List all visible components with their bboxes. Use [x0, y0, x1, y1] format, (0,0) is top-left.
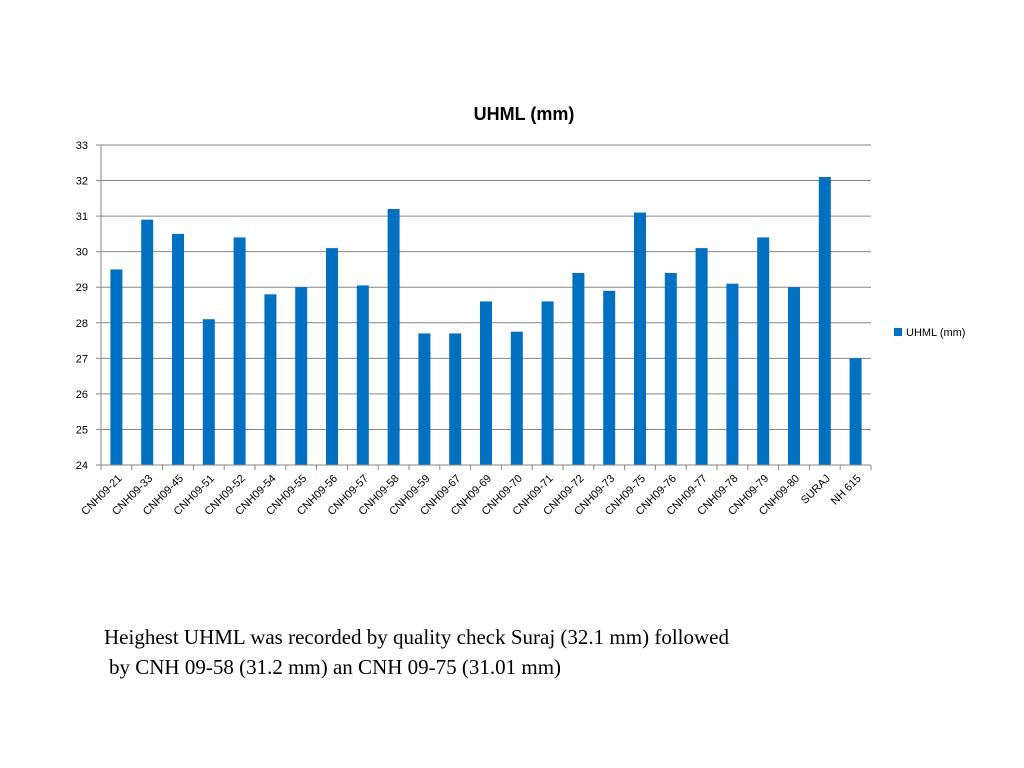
bar: [233, 237, 246, 465]
bar: [510, 331, 523, 465]
y-tick-label: 33: [76, 140, 88, 152]
legend-label: UHML (mm): [906, 327, 965, 339]
caption: Heighest UHML was recorded by quality ch…: [104, 622, 904, 682]
caption-line-1: Heighest UHML was recorded by quality ch…: [104, 625, 729, 649]
bar: [572, 273, 585, 465]
bar: [449, 333, 462, 465]
bar: [141, 219, 154, 465]
y-tick-label: 32: [76, 176, 88, 188]
y-tick-label: 29: [76, 282, 88, 294]
x-axis-ticks: CNH09-21CNH09-33CNH09-45CNH09-51CNH09-52…: [79, 465, 872, 518]
bar: [202, 319, 215, 465]
bar: [418, 333, 431, 465]
bar: [603, 290, 616, 465]
bar: [664, 273, 677, 465]
bar: [172, 233, 184, 465]
bar: [726, 283, 739, 465]
legend: UHML (mm): [894, 327, 965, 339]
bar: [695, 248, 708, 465]
bar: [387, 209, 400, 465]
bar: [356, 285, 369, 465]
axes: [100, 145, 871, 466]
bar: [326, 248, 338, 465]
bar: [295, 287, 308, 465]
y-tick-label: 25: [76, 424, 88, 436]
y-axis-ticks: 24 25 26 27 28 29 30 31 32 33: [76, 140, 101, 472]
bar: [849, 358, 862, 465]
chart-title: UHML (mm): [474, 104, 575, 124]
uhml-bar-chart: UHML (mm) 24 25 26 27 28 29 30 31 32 33 CNH09-21C…: [76, 104, 966, 518]
y-tick-label: 24: [76, 460, 88, 472]
y-tick-label: 31: [76, 211, 88, 223]
y-tick-label: 28: [76, 318, 88, 330]
bar: [264, 294, 277, 465]
bar: [110, 269, 123, 465]
bars: [110, 177, 862, 465]
x-tick-label: SURAJ: [799, 473, 833, 507]
y-tick-label: 30: [76, 247, 88, 259]
bar: [818, 177, 831, 465]
caption-line-2: by CNH 09-58 (31.2 mm) an CNH 09-75 (31.…: [109, 655, 562, 679]
y-tick-label: 27: [76, 353, 88, 365]
bar: [757, 237, 770, 465]
y-tick-label: 26: [76, 389, 88, 401]
x-tick-label: NH 615: [829, 473, 864, 508]
bar: [788, 287, 800, 465]
bar: [541, 301, 554, 465]
legend-swatch: [894, 328, 902, 336]
bar: [634, 212, 646, 465]
bar: [480, 301, 492, 465]
